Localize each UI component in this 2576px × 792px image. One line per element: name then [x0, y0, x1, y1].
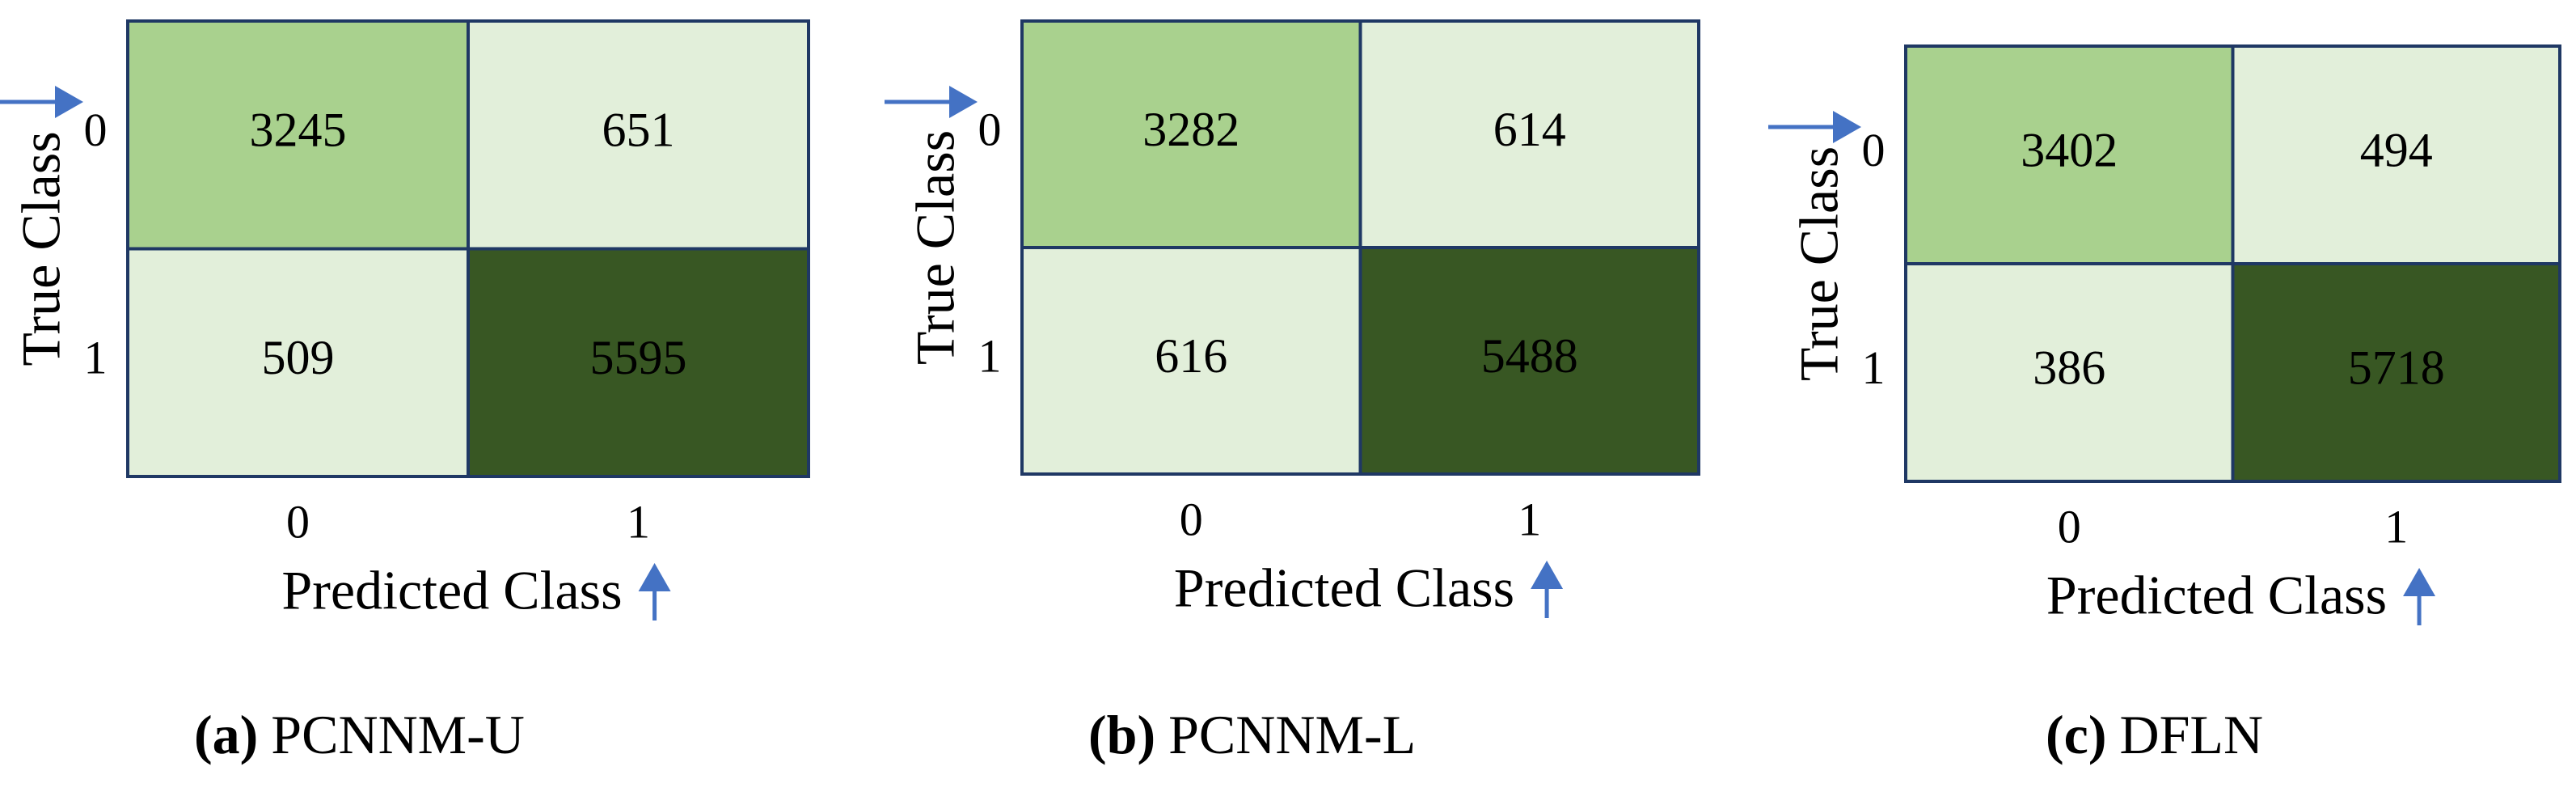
cell-value: 509: [262, 331, 335, 384]
x-tick-label: 1: [2384, 500, 2408, 553]
caption-label: (a): [194, 704, 258, 765]
cell: [1904, 262, 2235, 483]
y-axis-label: True Class: [1788, 146, 1850, 381]
cell-value: 616: [1155, 329, 1227, 383]
x-axis-label: Predicted Class: [281, 560, 622, 621]
caption: (b) PCNNM-L: [1088, 704, 1416, 765]
y-tick-label: 0: [1862, 124, 1886, 176]
caption-label: (c): [2046, 704, 2106, 765]
cell: [126, 247, 470, 478]
caption-text: DFLN: [2119, 704, 2263, 765]
x-axis-label: Predicted Class: [1174, 557, 1514, 619]
cell-value: 5488: [1481, 329, 1578, 383]
x-tick-label: 1: [627, 495, 650, 548]
cell-value: 494: [2360, 123, 2433, 176]
y-tick-label: 1: [978, 329, 1002, 382]
cell-value: 5718: [2348, 341, 2445, 394]
cell-value: 3402: [2021, 123, 2118, 176]
y-tick-label: 1: [84, 332, 108, 384]
caption-label: (b): [1088, 704, 1155, 765]
cell: [467, 247, 810, 478]
cell-value: 3245: [250, 104, 347, 157]
cell: [1358, 246, 1700, 476]
y-tick-label: 0: [978, 103, 1002, 155]
cell: [1904, 44, 2235, 265]
y-axis-label: True Class: [905, 130, 966, 365]
cell: [2231, 262, 2561, 483]
x-axis-label: Predicted Class: [2046, 565, 2387, 626]
cell: [2231, 44, 2561, 265]
cell-value: 3282: [1142, 103, 1239, 156]
x-tick-label: 0: [1180, 493, 1203, 545]
panel: 3402 494 386 5718 0 1 0 1 Predicted Class True Cl…: [1768, 44, 2561, 765]
caption: (a) PCNNM-U: [194, 704, 525, 765]
caption-text: PCNNM-U: [271, 704, 525, 765]
cell-value: 386: [2033, 341, 2105, 394]
cell-value: 651: [602, 104, 675, 157]
cell: [1020, 246, 1362, 476]
cell-value: 614: [1493, 103, 1566, 156]
x-tick-label: 0: [286, 495, 310, 548]
caption: (c) DFLN: [2046, 704, 2263, 765]
cell: [467, 19, 810, 251]
cell: [1358, 19, 1700, 249]
y-tick-label: 1: [1862, 341, 1886, 394]
cell: [126, 19, 470, 251]
y-axis-label: True Class: [11, 131, 72, 366]
x-tick-label: 1: [1518, 493, 1541, 545]
x-tick-label: 0: [2058, 500, 2081, 553]
cell-value: 5595: [590, 331, 687, 384]
y-tick-label: 0: [84, 104, 108, 156]
caption-text: PCNNM-L: [1168, 704, 1416, 765]
